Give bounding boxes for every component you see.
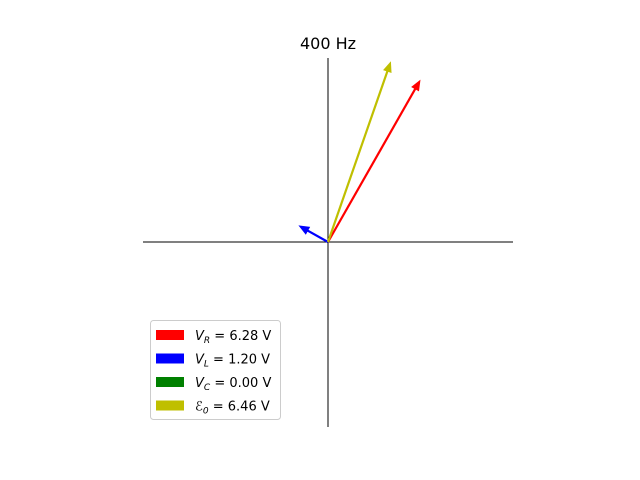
phasor-arrowhead-v-l xyxy=(298,225,311,235)
legend-label-v-l: VL = 1.20 V xyxy=(195,353,270,370)
phasor-arrowhead-e-0 xyxy=(383,61,392,74)
chart-title: 400 Hz xyxy=(300,34,356,53)
legend-swatch-e-0 xyxy=(156,400,184,411)
legend-swatch-v-l xyxy=(156,353,184,364)
phasor-arrow-v-r xyxy=(327,86,418,243)
phasor-arrows xyxy=(298,61,421,243)
phasor-arrow-v-l xyxy=(305,228,329,243)
legend-swatch-v-r xyxy=(156,330,184,340)
legend-label-e-0: ℰ0 = 6.46 V xyxy=(195,400,270,417)
legend-swatch-v-c xyxy=(156,377,184,387)
legend-frame xyxy=(150,320,281,420)
legend-label-v-r: VR = 6.28 V xyxy=(195,329,271,346)
phasor-arrowhead-v-r xyxy=(411,79,421,92)
legend: VR = 6.28 V VL = 1.20 V VC = 0.00 V ℰ0 = 6.… xyxy=(150,320,281,420)
phasor-arrow-e-0 xyxy=(326,69,389,243)
legend-label-v-c: VC = 0.00 V xyxy=(195,376,271,393)
